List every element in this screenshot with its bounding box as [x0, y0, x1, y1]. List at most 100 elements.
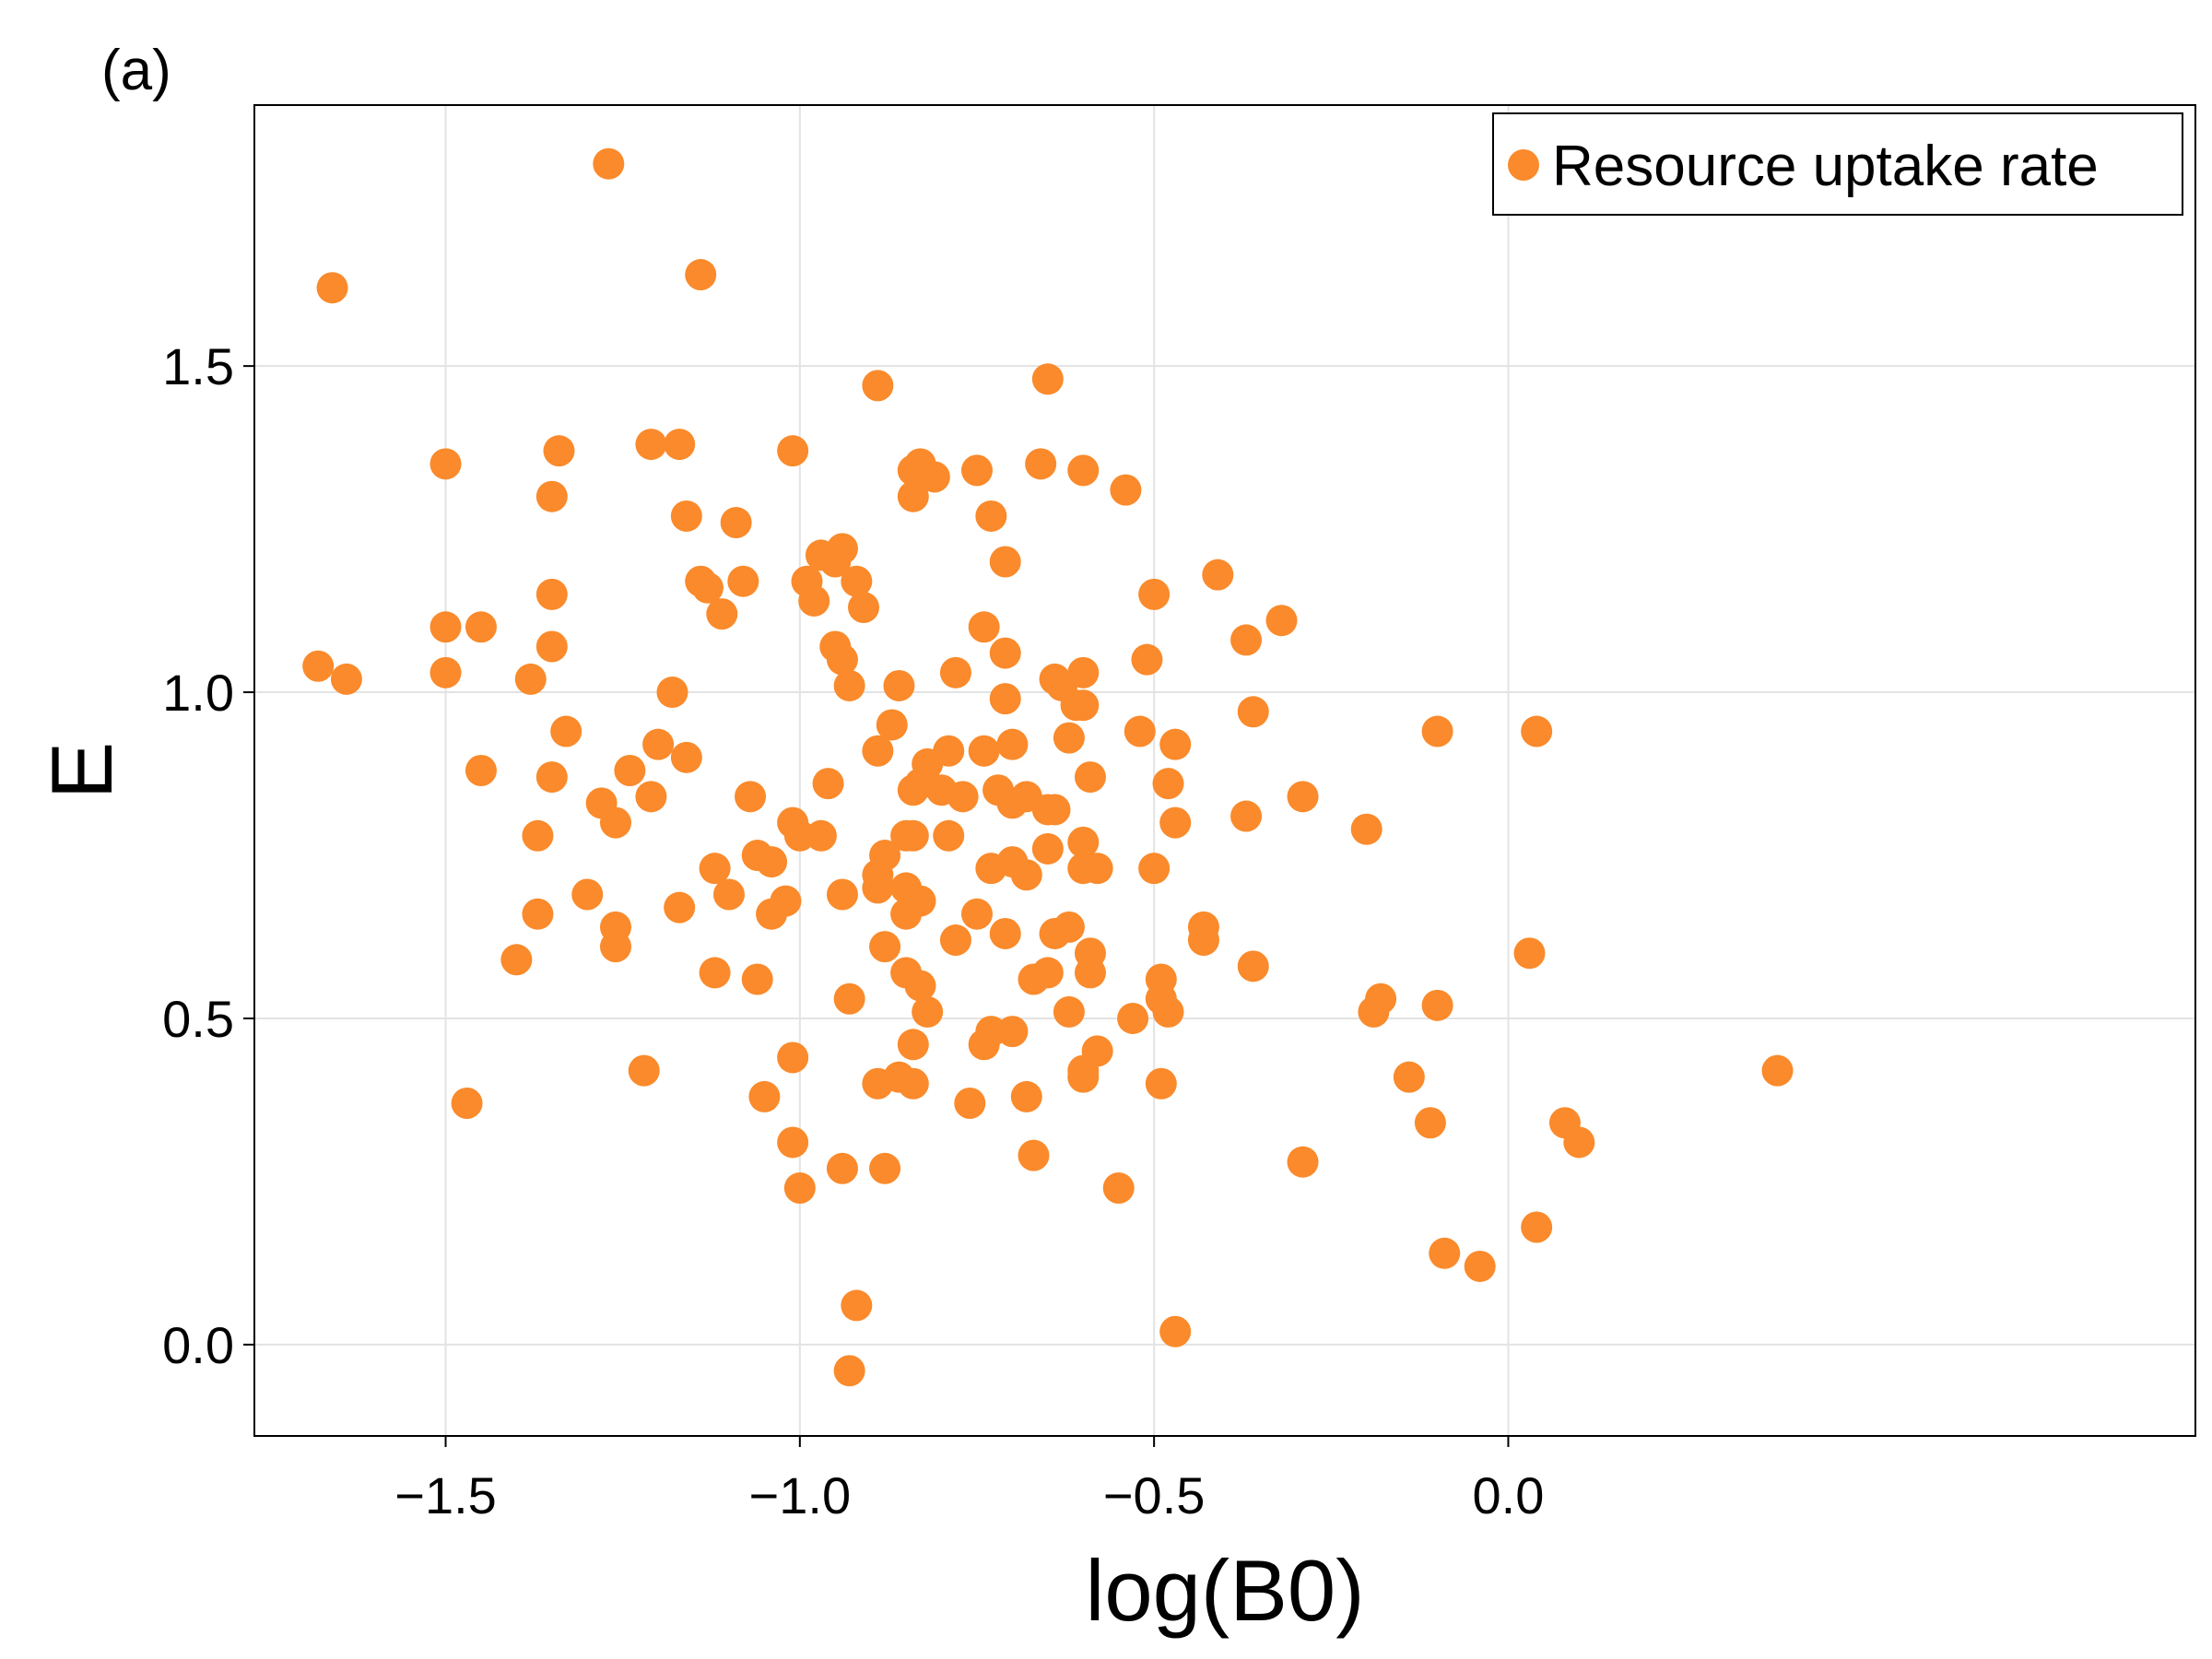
data-point	[1039, 794, 1071, 826]
data-point	[960, 454, 993, 487]
data-point	[1414, 1107, 1446, 1139]
data-point	[989, 683, 1021, 715]
data-point	[1031, 363, 1064, 395]
data-point	[685, 259, 717, 291]
data-point	[918, 461, 950, 493]
data-point	[833, 982, 865, 1015]
data-point	[826, 643, 858, 676]
data-point	[1358, 995, 1390, 1028]
data-point	[500, 944, 533, 976]
data-point	[1159, 806, 1192, 839]
data-point	[741, 963, 773, 995]
data-point	[691, 571, 724, 604]
data-point	[535, 630, 568, 663]
data-point	[514, 663, 547, 695]
data-point	[628, 1054, 660, 1087]
data-point	[1025, 448, 1057, 480]
data-point	[664, 429, 696, 461]
data-point	[869, 1152, 901, 1184]
data-point	[429, 656, 462, 688]
data-point	[1230, 624, 1263, 656]
data-points	[302, 147, 1794, 1387]
data-point	[748, 1080, 781, 1112]
data-point	[1081, 853, 1113, 885]
data-point	[862, 872, 894, 904]
panel-label: (a)	[101, 39, 171, 102]
data-point	[1053, 995, 1085, 1028]
legend: Resource uptake rate	[1492, 112, 2183, 216]
data-point	[1237, 950, 1269, 982]
y-tick-label: 0.0	[162, 1316, 234, 1374]
data-point	[599, 931, 631, 963]
data-point	[1202, 559, 1234, 591]
data-point	[1138, 853, 1171, 885]
y-tick-label: 0.5	[162, 990, 234, 1048]
data-point	[706, 598, 738, 630]
data-point	[1265, 605, 1298, 637]
x-axis-label: log(B0)	[1085, 1542, 1364, 1639]
data-point	[1074, 957, 1106, 989]
data-point	[826, 878, 858, 911]
data-point	[302, 650, 335, 682]
data-point	[1159, 728, 1192, 760]
data-point	[1010, 1080, 1042, 1112]
data-point	[712, 878, 745, 911]
data-point	[833, 1355, 865, 1387]
data-point	[777, 1126, 809, 1159]
data-point	[1102, 1172, 1135, 1205]
data-point	[1117, 1002, 1149, 1034]
data-point	[593, 147, 625, 180]
y-axis-label: E	[33, 742, 130, 800]
data-point	[670, 741, 702, 773]
data-point	[897, 480, 929, 512]
data-point	[535, 480, 568, 512]
data-point	[819, 546, 852, 578]
data-point	[862, 370, 894, 402]
data-point	[968, 611, 1000, 643]
data-point	[897, 1029, 929, 1061]
data-point	[968, 735, 1000, 767]
data-point	[947, 781, 979, 813]
data-point	[1018, 1139, 1050, 1171]
data-point	[904, 885, 936, 917]
data-point	[862, 735, 894, 767]
data-point	[664, 891, 696, 924]
data-point	[975, 500, 1007, 532]
data-point	[535, 761, 568, 794]
data-point	[535, 578, 568, 610]
data-point	[1053, 911, 1085, 943]
data-point	[1031, 957, 1064, 989]
data-point	[1067, 656, 1100, 688]
data-point	[1067, 826, 1100, 858]
data-point	[1421, 715, 1453, 747]
data-point	[841, 565, 873, 597]
x-tick-label: −0.5	[1103, 1466, 1206, 1524]
plot-area-frame	[253, 104, 2196, 1437]
x-tick-label: 0.0	[1473, 1466, 1545, 1524]
data-point	[642, 728, 675, 760]
data-point	[1513, 937, 1546, 970]
data-point	[798, 584, 830, 617]
data-point	[989, 637, 1021, 669]
data-point	[735, 781, 767, 813]
data-point	[429, 448, 462, 480]
data-point	[826, 1152, 858, 1184]
data-point	[522, 819, 554, 852]
data-point	[783, 1172, 816, 1205]
y-tick-label: 1.5	[162, 337, 234, 395]
data-point	[1429, 1237, 1461, 1269]
data-point	[933, 819, 965, 852]
data-point	[996, 1016, 1029, 1048]
data-point	[1053, 722, 1085, 754]
data-point	[1124, 715, 1156, 747]
data-point	[316, 272, 348, 304]
y-tick-label: 1.0	[162, 664, 234, 722]
data-point	[635, 781, 667, 813]
data-point	[1152, 995, 1184, 1028]
data-point	[1145, 1067, 1177, 1100]
data-point	[1761, 1054, 1794, 1087]
data-point	[1521, 1211, 1553, 1243]
data-point	[812, 768, 844, 800]
data-point	[1138, 578, 1171, 610]
